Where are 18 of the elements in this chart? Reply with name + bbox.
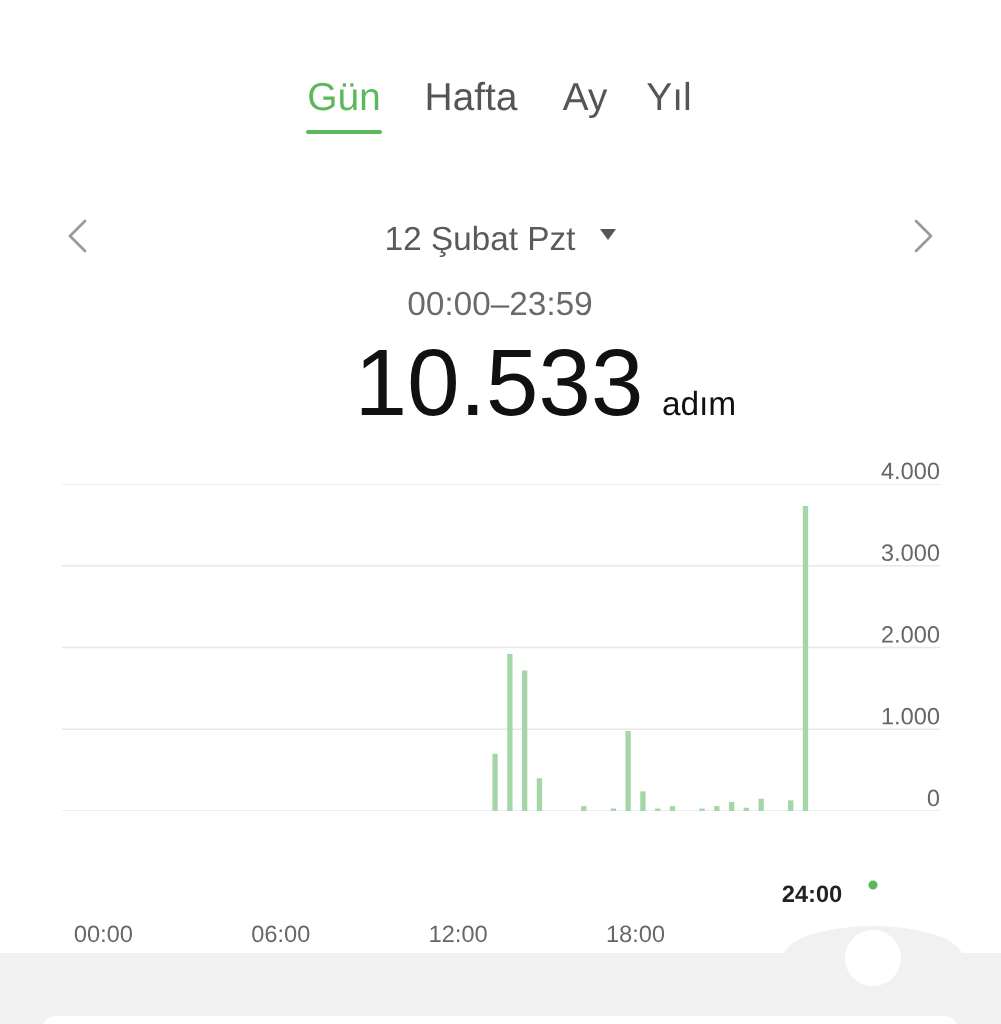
x-tick-label: 06:00 bbox=[252, 925, 310, 943]
x-tick-label: 18:00 bbox=[607, 925, 665, 943]
text: Yıl bbox=[647, 81, 690, 110]
text: Gün bbox=[309, 82, 379, 111]
y-tick-label: 3.000 bbox=[881, 544, 940, 562]
x-tick-label: 12:00 bbox=[430, 925, 487, 943]
y-tick-label: 0 bbox=[927, 789, 940, 807]
y-tick-label: 4.000 bbox=[881, 462, 940, 480]
chart-title: 12 Şubat Pzt bbox=[387, 225, 576, 258]
text: adım bbox=[663, 390, 734, 416]
x-tick-label: 00:00 bbox=[74, 925, 133, 943]
text: 24:00 bbox=[782, 885, 842, 903]
text: Ay bbox=[562, 83, 608, 119]
y-tick-label: 2.000 bbox=[882, 626, 940, 643]
text: Hafta bbox=[427, 81, 518, 111]
chart-subtitle: 00:00–23:59 bbox=[408, 291, 592, 316]
y-tick-label: 1.000 bbox=[882, 707, 940, 725]
text: 10.533 bbox=[361, 349, 640, 416]
